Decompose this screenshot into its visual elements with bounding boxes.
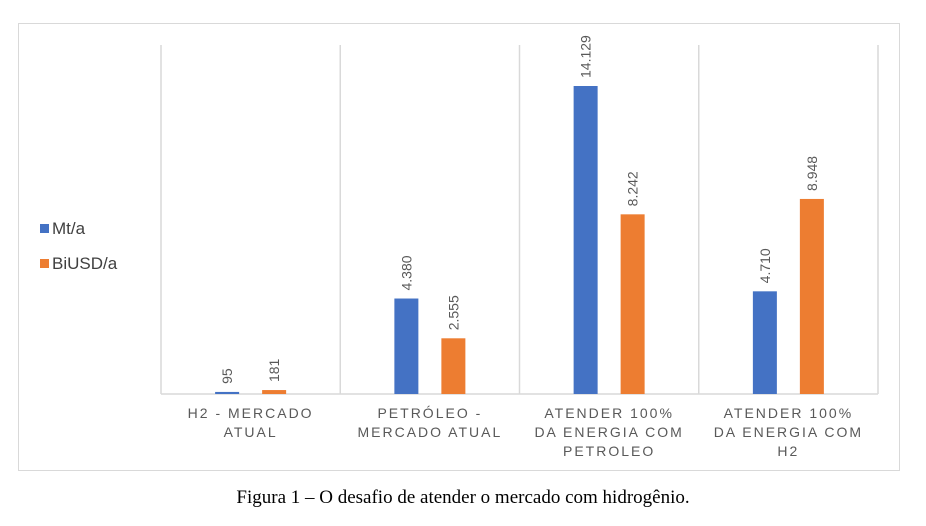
- bar-biusda-1: [262, 390, 287, 394]
- bar-mta-1: [215, 391, 240, 394]
- bar-biusda-3: [620, 214, 645, 394]
- x-tick-label: H2 - MERCADO: [188, 405, 314, 421]
- bar-biusda-2: [441, 338, 466, 394]
- legend-swatch: [40, 224, 49, 233]
- data-label: 8.242: [625, 171, 641, 206]
- legend-label: BiUSD/a: [52, 254, 118, 273]
- x-tick-label: DA ENERGIA COM: [714, 424, 863, 440]
- x-tick-label: ATENDER 100%: [724, 405, 854, 421]
- bar-chart: 95 181 H2 - MERCADO ATUAL 4.380 2.555 PETRÓLEO…: [40, 35, 879, 459]
- x-tick-label: DA ENERGIA COM: [534, 424, 683, 440]
- x-tick-label: MERCADO ATUAL: [357, 424, 502, 440]
- x-tick-label: ATUAL: [224, 424, 278, 440]
- x-tick-label: PETRÓLEO -: [377, 405, 482, 421]
- legend-swatch: [40, 259, 49, 268]
- data-label: 4.710: [757, 248, 773, 283]
- bar-mta-3: [573, 86, 598, 394]
- data-label: 8.948: [804, 156, 820, 191]
- x-tick-label: ATENDER 100%: [544, 405, 674, 421]
- x-tick-label: PETROLEO: [563, 443, 655, 459]
- bar-mta-4: [752, 291, 777, 394]
- bar-biusda-4: [799, 198, 824, 394]
- data-label: 2.555: [445, 295, 461, 330]
- legend-label: Mt/a: [52, 219, 86, 238]
- chart-area: [18, 23, 900, 471]
- figure-caption: Figura 1 – O desafio de atender o mercad…: [236, 487, 690, 508]
- data-label: 181: [266, 358, 282, 382]
- data-label: 14.129: [578, 35, 594, 78]
- data-label: 95: [219, 368, 235, 384]
- x-tick-label: H2: [777, 443, 799, 459]
- bar-mta-2: [394, 298, 419, 394]
- data-label: 4.380: [398, 255, 414, 290]
